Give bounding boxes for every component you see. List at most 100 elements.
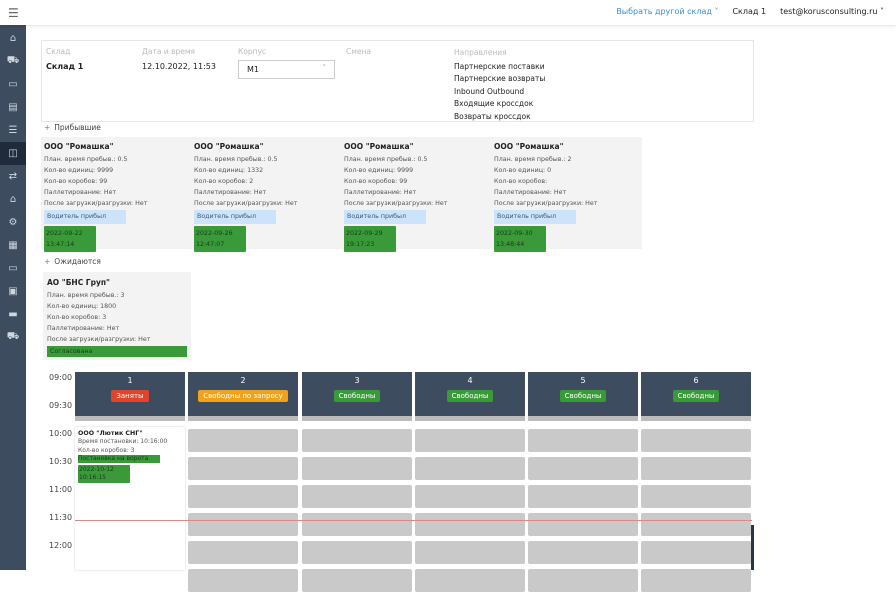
arrived-card[interactable]: ООО "Ромашка" План. время пребыв.: 0.5 Ко… bbox=[191, 137, 341, 252]
status-badge: Водитель прибыл bbox=[344, 210, 426, 224]
building-select[interactable]: M1 ˅ bbox=[238, 60, 335, 79]
status-badge: Постановка на ворота bbox=[78, 455, 160, 463]
time-label: 09:30 bbox=[49, 401, 73, 410]
time-slot[interactable] bbox=[641, 457, 751, 480]
awaiting-card[interactable]: АО "БНС Груп" План. время пребыв.: 3 Кол… bbox=[43, 272, 191, 360]
direction-item: Партнерские поставки bbox=[454, 61, 545, 71]
status-badge: Согласована bbox=[47, 346, 187, 357]
gear-icon[interactable]: ⚙ bbox=[8, 217, 18, 228]
current-warehouse: Склад 1 bbox=[732, 7, 767, 16]
gate-header-4[interactable]: 4 Свободны bbox=[415, 372, 525, 421]
time-slot[interactable] bbox=[415, 513, 525, 536]
time-slot[interactable] bbox=[302, 569, 412, 592]
choose-warehouse-link[interactable]: Выбрать другой склад ˅ bbox=[616, 7, 719, 16]
gate-status-badge: Свободны bbox=[672, 390, 720, 402]
time-slot[interactable] bbox=[302, 485, 412, 508]
time-slot[interactable] bbox=[641, 541, 751, 564]
arrived-cards: ООО "Ромашка" План. время пребыв.: 0.5 Ко… bbox=[41, 137, 642, 252]
truck-icon[interactable]: ⛟ bbox=[6, 55, 20, 66]
top-bar: ☰ Выбрать другой склад ˅ Склад 1 test@ko… bbox=[0, 0, 896, 25]
status-badge: Водитель прибыл bbox=[44, 210, 126, 224]
grid-icon[interactable]: ▦ bbox=[8, 240, 18, 251]
time-label: 12:00 bbox=[49, 541, 73, 550]
gate-status-badge: Свободны по запросу bbox=[198, 390, 288, 402]
time-slot[interactable] bbox=[415, 429, 525, 452]
building-label: Корпус bbox=[238, 47, 267, 56]
time-slot[interactable] bbox=[302, 513, 412, 536]
time-slot[interactable] bbox=[188, 541, 298, 564]
time-slot[interactable] bbox=[415, 457, 525, 480]
sidebar: ⌂ ⛟ ▭ ▤ ☰ ◫ ⇄ ⌂ ⚙ ▦ ▭ ▣ ▬ ⛟ bbox=[0, 25, 26, 570]
date-badge: 2022-09-30 13:48:44 bbox=[494, 226, 546, 252]
time-slot[interactable] bbox=[528, 457, 638, 480]
warehouse-info-panel: Склад Склад 1 Дата и время 12.10.2022, 11:… bbox=[41, 40, 754, 122]
gate-status-badge: Свободны bbox=[333, 390, 381, 402]
home-settings-icon[interactable]: ⌂ bbox=[9, 194, 17, 205]
direction-item: Партнерские возвраты bbox=[454, 74, 546, 83]
time-slot[interactable] bbox=[188, 569, 298, 592]
ticket-icon[interactable]: ▬ bbox=[8, 309, 18, 320]
status-badge: Водитель прибыл bbox=[494, 210, 576, 224]
warehouse-label: Склад bbox=[46, 47, 71, 56]
gate-header-6[interactable]: 6 Свободны bbox=[641, 372, 751, 421]
time-label: 10:30 bbox=[49, 457, 73, 466]
chat-icon[interactable]: ☰ bbox=[8, 125, 18, 136]
arrived-card[interactable]: ООО "Ромашка" План. время пребыв.: 2 Кол-… bbox=[491, 137, 641, 252]
gate-status-badge: Свободны bbox=[559, 390, 607, 402]
time-slot[interactable] bbox=[641, 569, 751, 592]
arrived-card[interactable]: ООО "Ромашка" План. время пребыв.: 0.5 Ко… bbox=[341, 137, 491, 252]
time-label: 10:00 bbox=[49, 429, 73, 438]
time-slot[interactable] bbox=[302, 457, 412, 480]
time-slot[interactable] bbox=[528, 569, 638, 592]
time-label: 11:00 bbox=[49, 485, 73, 494]
window-icon[interactable]: ▤ bbox=[8, 102, 18, 113]
gate-header-3[interactable]: 3 Свободны bbox=[302, 372, 412, 421]
datetime-label: Дата и время bbox=[142, 47, 196, 56]
time-slot[interactable] bbox=[528, 485, 638, 508]
time-slot[interactable] bbox=[415, 569, 525, 592]
id-card-icon[interactable]: ▭ bbox=[8, 263, 18, 274]
booking-card[interactable]: ООО "Лютик СНГ" Время постановки: 10:16:… bbox=[75, 427, 185, 570]
direction-item: Входящие кроссдок bbox=[454, 99, 534, 108]
time-label: 09:00 bbox=[49, 373, 73, 382]
time-slot[interactable] bbox=[188, 429, 298, 452]
time-slot[interactable] bbox=[302, 541, 412, 564]
arrived-card[interactable]: ООО "Ромашка" План. время пребыв.: 0.5 Ко… bbox=[41, 137, 191, 252]
status-badge: Водитель прибыл bbox=[194, 210, 276, 224]
time-slot[interactable] bbox=[641, 513, 751, 536]
hamburger-icon[interactable]: ☰ bbox=[8, 6, 19, 20]
direction-item: Возвраты кроссдок bbox=[454, 111, 531, 121]
time-slot[interactable] bbox=[188, 485, 298, 508]
time-slot[interactable] bbox=[641, 485, 751, 508]
gate-header-2[interactable]: 2 Свободны по запросу bbox=[188, 372, 298, 421]
direction-item: Inbound Outbound bbox=[454, 86, 525, 96]
time-slot[interactable] bbox=[528, 513, 638, 536]
route-icon[interactable]: ⇄ bbox=[8, 171, 18, 182]
date-badge: 2022-09-26 12:47:07 bbox=[194, 226, 246, 252]
calendar-icon[interactable]: ▭ bbox=[8, 79, 18, 90]
time-slot[interactable] bbox=[302, 429, 412, 452]
time-slot[interactable] bbox=[415, 485, 525, 508]
directions-label: Направления bbox=[454, 48, 507, 57]
time-slot[interactable] bbox=[528, 541, 638, 564]
schedule-icon[interactable]: ▣ bbox=[8, 286, 18, 297]
plus-icon: + bbox=[44, 123, 51, 132]
time-slot[interactable] bbox=[528, 429, 638, 452]
scrollbar[interactable] bbox=[751, 525, 754, 570]
date-badge: 2022-10-12 10:16:15 bbox=[78, 465, 130, 483]
home-icon[interactable]: ⌂ bbox=[9, 33, 17, 44]
gates-icon[interactable]: ◫ bbox=[0, 142, 26, 165]
awaiting-toggle[interactable]: + Ожидаются bbox=[44, 257, 101, 266]
time-slot[interactable] bbox=[641, 429, 751, 452]
time-slot[interactable] bbox=[415, 541, 525, 564]
plus-icon: + bbox=[44, 257, 51, 266]
user-menu[interactable]: test@korusconsulting.ru ˅ bbox=[780, 7, 884, 16]
warehouse-value: Склад 1 bbox=[46, 62, 84, 71]
gate-status-badge: Заняты bbox=[111, 390, 149, 402]
delivery-icon[interactable]: ⛟ bbox=[6, 331, 20, 342]
time-slot[interactable] bbox=[188, 513, 298, 536]
time-slot[interactable] bbox=[188, 457, 298, 480]
gate-header-5[interactable]: 5 Свободны bbox=[528, 372, 638, 421]
gate-header-1[interactable]: 1 Заняты bbox=[75, 372, 185, 421]
arrived-toggle[interactable]: + Прибывшие bbox=[44, 123, 101, 132]
